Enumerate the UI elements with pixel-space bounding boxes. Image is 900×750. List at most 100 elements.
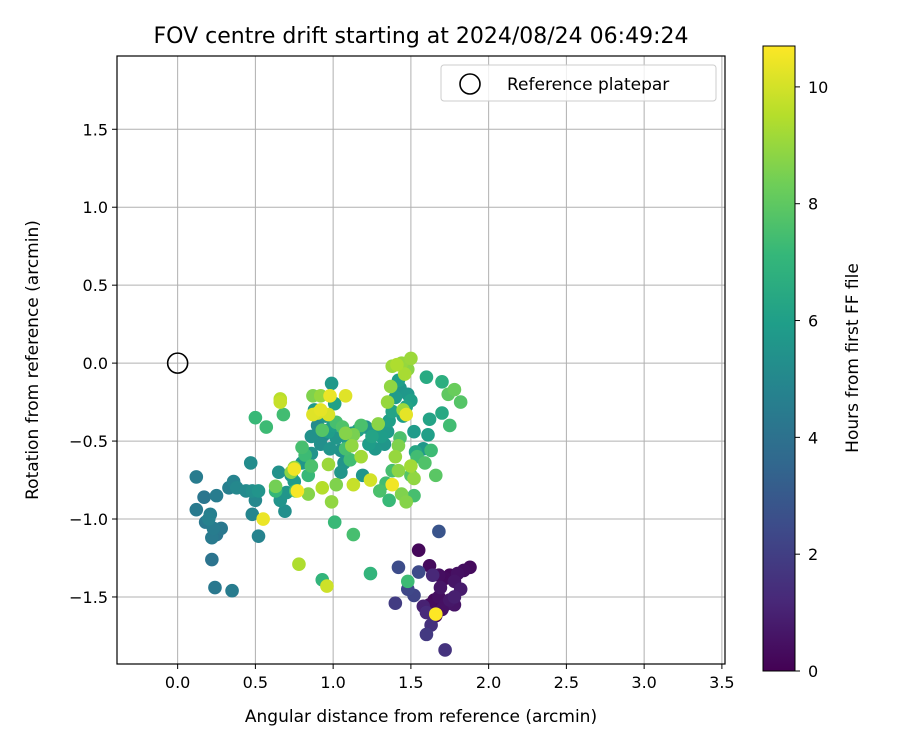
data-point (391, 560, 406, 575)
x-tick-label: 1.5 (398, 673, 423, 692)
data-point (248, 410, 263, 425)
data-point (197, 490, 211, 504)
data-point (399, 407, 414, 422)
legend-box (440, 64, 717, 102)
x-tick-label: 3.0 (631, 673, 656, 692)
data-point (315, 481, 330, 495)
plot-frame (116, 55, 726, 665)
data-point (391, 438, 406, 453)
data-point (320, 579, 334, 593)
colorbar-tick-label: 4 (808, 428, 818, 447)
data-point (268, 479, 283, 494)
data-point (345, 438, 359, 453)
x-axis-ticks: 0.0 0.5 1.0 1.5 2.0 2.5 3.0 3.5 (165, 664, 735, 692)
y-tick-label: 1.5 (83, 120, 108, 139)
data-point (278, 504, 292, 519)
data-point (372, 484, 387, 498)
data-point (365, 429, 379, 444)
data-point (189, 502, 204, 517)
data-point (411, 565, 426, 579)
x-tick-label: 0.0 (165, 673, 190, 692)
data-point (256, 512, 270, 526)
y-tick-label: 0.0 (83, 354, 108, 373)
data-point (324, 376, 339, 391)
data-point (382, 493, 396, 508)
y-axis-ticks: −1.5 −1.0 −0.5 0.0 0.5 1.0 1.5 (69, 120, 117, 607)
colorbar-tick-label: 8 (808, 195, 818, 214)
data-point (271, 465, 286, 480)
colorbar-tick-label: 10 (808, 78, 828, 97)
colorbar-ticks: 0 2 4 6 8 10 (795, 78, 828, 681)
data-point (259, 420, 274, 434)
data-point (313, 389, 328, 403)
data-point (290, 484, 305, 498)
data-point (404, 459, 418, 473)
data-point (411, 543, 426, 557)
data-point (424, 443, 438, 458)
legend-label: Reference platepar (507, 75, 669, 95)
data-point (273, 395, 288, 409)
colorbar: 0 2 4 6 8 10 Hours from first FF file (762, 45, 863, 681)
data-point (390, 357, 404, 372)
data-point (189, 470, 204, 484)
data-point (399, 495, 414, 509)
data-point (407, 471, 421, 486)
y-tick-label: −0.5 (69, 432, 108, 451)
x-tick-label: 3.5 (709, 673, 734, 692)
data-point (354, 418, 368, 433)
data-point (338, 426, 353, 441)
reference-platepar-marker (166, 352, 189, 374)
data-point (208, 580, 222, 595)
data-point (383, 379, 398, 394)
grid-lines (117, 56, 725, 664)
data-point (422, 412, 437, 427)
data-point (400, 574, 415, 589)
data-point (371, 417, 386, 431)
data-point (346, 477, 361, 492)
x-tick-label: 0.5 (243, 673, 268, 692)
data-point (435, 375, 449, 389)
data-point (374, 429, 389, 444)
data-point (334, 465, 348, 480)
data-point (346, 527, 361, 542)
data-point (329, 477, 344, 492)
data-point (388, 596, 403, 610)
data-point (447, 590, 462, 604)
data-point (404, 351, 418, 366)
data-point (388, 449, 403, 464)
data-point (447, 382, 462, 397)
data-point (276, 407, 291, 422)
data-point (205, 552, 219, 567)
data-point (354, 449, 368, 464)
data-point (363, 473, 378, 487)
y-tick-label: 0.5 (83, 276, 108, 295)
data-point (313, 403, 328, 417)
data-point (407, 424, 421, 439)
data-point (442, 418, 457, 433)
colorbar-tick-label: 0 (808, 662, 818, 681)
colorbar-gradient (762, 45, 796, 672)
data-point (251, 484, 266, 498)
data-point (201, 512, 216, 526)
data-points (189, 351, 477, 657)
legend: Reference platepar (440, 64, 717, 102)
x-axis-label: Angular distance from reference (arcmin) (245, 707, 597, 727)
colorbar-label: Hours from first FF file (843, 263, 863, 453)
data-point (397, 367, 412, 381)
data-point (425, 568, 440, 582)
data-point (435, 406, 449, 420)
data-point (419, 370, 434, 384)
data-point (323, 389, 337, 403)
data-point (245, 507, 260, 522)
data-point (321, 457, 336, 472)
data-point (292, 557, 306, 572)
y-tick-label: −1.5 (69, 588, 108, 607)
data-point (327, 515, 342, 529)
x-tick-label: 2.0 (476, 673, 501, 692)
data-point (433, 580, 448, 595)
data-point (428, 607, 443, 621)
data-point (438, 643, 452, 657)
data-point (453, 395, 468, 409)
data-point (338, 389, 353, 403)
data-point (385, 477, 400, 492)
